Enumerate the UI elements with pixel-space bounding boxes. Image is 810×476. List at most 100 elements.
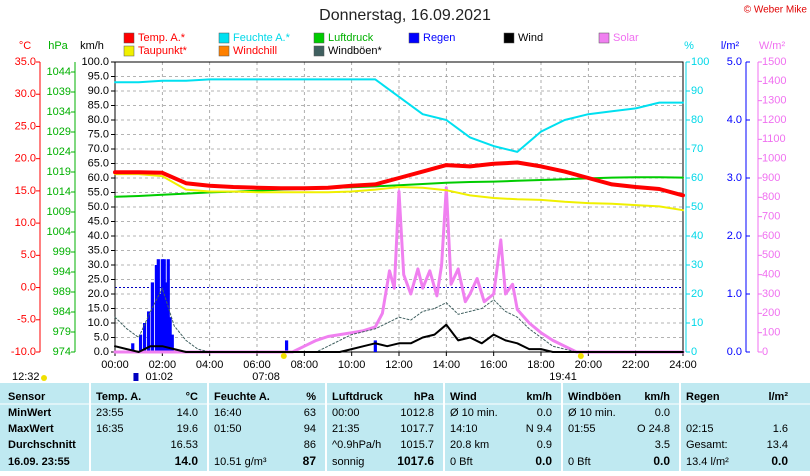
x-tick-label: 06:00 [243, 359, 271, 371]
x-tick-label: 14:00 [433, 359, 461, 371]
y-tick-label: 1.0 [727, 288, 742, 300]
legend-label: Regen [423, 32, 455, 44]
legend-label: Windchill [233, 45, 277, 57]
table-cell: 3.5 [655, 439, 670, 451]
y-tick-label: 85.0 [88, 99, 109, 111]
rain-bar [150, 282, 154, 352]
rain-bar [131, 343, 135, 352]
table-cell: 14.0 [177, 407, 198, 419]
y-tick-label: 25.0 [88, 273, 109, 285]
table-cell: 1017.7 [400, 423, 434, 435]
legend-swatch [218, 45, 230, 57]
table-cell: 0 Bft [568, 456, 591, 468]
series-line [113, 186, 685, 354]
y-tick-label: 700 [762, 211, 780, 223]
y-tick-label: 10.0 [88, 317, 109, 329]
y-tick-label: 300 [762, 288, 780, 300]
table-cell: 0.0 [537, 407, 552, 419]
y-tick-label: 1044 [47, 66, 71, 78]
table-cell: 63 [304, 407, 316, 419]
y-tick-label: 1000 [762, 153, 786, 165]
y-tick-label: 20.0 [88, 288, 109, 300]
y-tick-label: 1500 [762, 56, 786, 68]
legend-swatch [123, 45, 135, 57]
table-cell: sonnig [332, 456, 364, 468]
table-cell: 00:00 [332, 407, 360, 419]
table-cell: 10.51 g/m³ [214, 456, 267, 468]
y-tick-label: 50.0 [88, 201, 109, 213]
y-tick-label: 200 [762, 307, 780, 319]
rain-bar [156, 259, 160, 352]
status-dot [41, 375, 47, 381]
y-tick-label: 5.0 [94, 331, 109, 343]
y-tick-label: 15.0 [88, 302, 109, 314]
legend-swatch [313, 32, 325, 44]
updated-time: 12:32 [12, 371, 40, 383]
y-tick-label: 70 [691, 143, 703, 155]
y-tick-label: 400 [762, 269, 780, 281]
legend-swatch [218, 32, 230, 44]
y-tick-label: 974 [53, 346, 71, 358]
y-tick-label: 1009 [47, 206, 71, 218]
rain-bar [147, 311, 151, 352]
moon-marker [133, 373, 139, 381]
y-tick-label: 4.0 [727, 114, 742, 126]
rain-bar [373, 340, 377, 352]
table-cell: % [306, 391, 316, 403]
y-tick-label: 90 [691, 85, 703, 97]
table-cell: Gesamt: [686, 439, 728, 451]
legend-label: Wind [518, 32, 543, 44]
table-cell: Ø 10 min. [568, 407, 616, 419]
time-annotation: 01:02 [145, 371, 173, 383]
x-tick-label: 16:00 [480, 359, 508, 371]
y-tick-label: 40 [691, 230, 703, 242]
legend-swatch [408, 32, 420, 44]
table-cell: 0.0 [655, 407, 670, 419]
y-tick-label: 100.0 [81, 56, 109, 68]
axis-unit: °C [19, 40, 31, 52]
y-tick-label: 979 [53, 326, 71, 338]
table-cell: 16.53 [170, 439, 198, 451]
table-cell: 0 Bft [450, 456, 473, 468]
legend-label: Luftdruck [328, 32, 374, 44]
chart-title: Donnerstag, 16.09.2021 [319, 7, 491, 24]
y-tick-label: 994 [53, 266, 71, 278]
y-tick-label: 984 [53, 306, 71, 318]
y-tick-label: 30.0 [15, 88, 36, 100]
x-tick-label: 22:00 [622, 359, 650, 371]
legend-swatch [123, 32, 135, 44]
table-cell: km/h [644, 391, 670, 403]
table-cell: 02:15 [686, 423, 714, 435]
legend-label: Windböen* [328, 45, 383, 57]
series-line [114, 173, 684, 212]
y-tick-label: 35.0 [88, 244, 109, 256]
y-tick-label: 0.0 [727, 346, 742, 358]
y-tick-label: 15.0 [15, 185, 36, 197]
table-cell: Feuchte A. [214, 391, 270, 403]
y-tick-label: 500 [762, 249, 780, 261]
table-cell: 87 [303, 454, 317, 468]
axis-unit: hPa [48, 40, 68, 52]
legend-swatch [313, 45, 325, 57]
y-tick-label: 999 [53, 246, 71, 258]
axis-unit: % [684, 40, 694, 52]
table-cell: 13.4 l/m² [686, 456, 729, 468]
table-cell: 01:50 [214, 423, 242, 435]
table-cell: Wind [450, 391, 477, 403]
table-cell: 94 [304, 423, 316, 435]
rain-bar [142, 323, 147, 352]
y-tick-label: 10.0 [15, 217, 36, 229]
y-tick-label: 3.0 [727, 172, 742, 184]
table-cell: 1012.8 [400, 407, 434, 419]
axis-unit: W/m² [759, 40, 786, 52]
table-cell: hPa [414, 391, 435, 403]
table-cell: 0.0 [535, 454, 552, 468]
legend-label: Temp. A.* [138, 32, 186, 44]
table-cell: MinWert [8, 407, 52, 419]
y-tick-label: 0.0 [94, 346, 109, 358]
y-tick-label: 1300 [762, 95, 786, 107]
rain-bar [154, 265, 159, 352]
table-cell: 86 [304, 439, 316, 451]
